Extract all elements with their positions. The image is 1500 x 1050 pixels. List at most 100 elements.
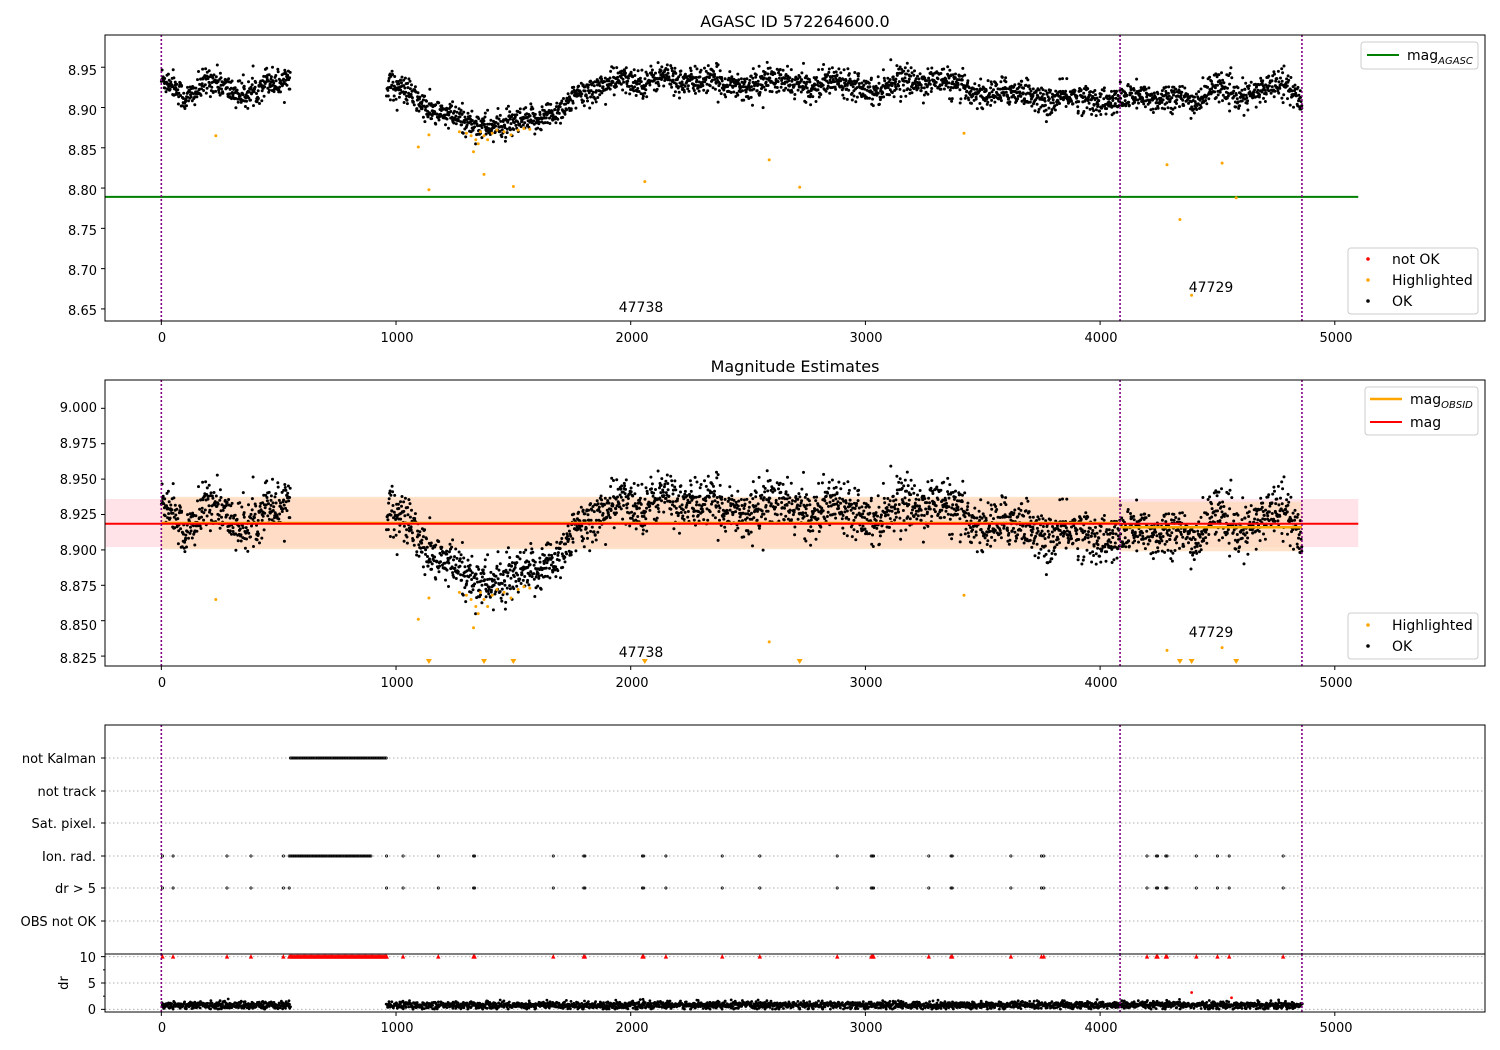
ok-point [863, 516, 867, 520]
ok-point [554, 121, 558, 125]
ok-point [556, 551, 560, 555]
ok-point [561, 565, 565, 569]
ok-point [269, 498, 273, 502]
ok-point [883, 79, 887, 83]
ok-point [834, 87, 838, 91]
ok-point [464, 135, 468, 139]
ok-point [871, 97, 874, 101]
ok-point [214, 494, 218, 498]
ok-point [834, 485, 838, 489]
ok-point [268, 507, 272, 511]
ok-point [692, 518, 696, 522]
ok-point [1163, 107, 1167, 111]
ok-point [518, 111, 522, 115]
ok-point [639, 80, 643, 84]
ok-point [163, 497, 167, 501]
ok-point [633, 512, 637, 516]
ok-point [453, 109, 456, 113]
ok-point [225, 86, 229, 90]
ok-point [892, 78, 896, 82]
ok-point [1199, 87, 1203, 91]
ok-point [1076, 105, 1080, 109]
ok-point [1172, 93, 1175, 97]
ok-point [483, 111, 487, 115]
ok-point [556, 569, 560, 573]
ok-point [612, 66, 615, 70]
ok-point [716, 63, 720, 67]
ok-point [819, 525, 823, 529]
ok-point [909, 478, 913, 482]
ok-point [1043, 97, 1047, 100]
ok-point [267, 88, 271, 92]
ok-point [827, 486, 831, 490]
ok-point [1222, 81, 1226, 85]
ok-point [215, 63, 219, 67]
panel-magnitude-estimates: Magnitude Estimates 8.825 8.850 8.875 8.… [60, 357, 1486, 691]
ok-point [670, 479, 674, 483]
ok-point [862, 83, 866, 87]
ok-point [614, 511, 618, 515]
ok-point [926, 67, 930, 71]
ok-point [775, 86, 779, 89]
ok-point [260, 89, 264, 93]
ok-point [895, 474, 899, 478]
ok-point [723, 77, 727, 81]
ok-point [689, 72, 693, 76]
ok-point [757, 64, 761, 68]
y-tick-label: 8.875 [60, 580, 97, 595]
ok-point [915, 517, 919, 521]
ok-point [760, 509, 764, 513]
ok-point [820, 67, 824, 71]
ok-point [410, 531, 414, 535]
ok-point [894, 85, 898, 89]
ok-point [773, 488, 777, 492]
ok-point [954, 72, 957, 76]
ok-point [635, 507, 639, 511]
ok-point [666, 68, 670, 72]
ok-point [253, 516, 256, 519]
ok-point [538, 560, 542, 564]
ok-point [845, 83, 849, 87]
ok-point [659, 483, 663, 487]
ok-point [679, 73, 682, 77]
ok-point [821, 509, 825, 513]
ok-point [267, 502, 270, 506]
ok-point [691, 514, 695, 518]
ok-point [1270, 85, 1274, 89]
ok-point [793, 533, 797, 537]
ok-point [246, 549, 250, 553]
ok-point [1012, 93, 1015, 97]
ok-point [227, 77, 231, 81]
ok-point [977, 84, 981, 87]
ok-point [171, 482, 175, 486]
ok-point [888, 517, 892, 521]
x-tick-label: 0 [158, 676, 166, 691]
ok-point [741, 85, 745, 89]
ok-point [258, 541, 261, 545]
ok-point [668, 78, 672, 82]
ok-point [846, 480, 850, 484]
ok-point [689, 483, 693, 487]
ok-point [399, 517, 403, 521]
ok-point [486, 108, 490, 112]
ok-point [888, 525, 891, 529]
ok-point [930, 66, 934, 70]
ok-point [175, 82, 179, 86]
ok-point [523, 121, 527, 125]
ok-point [395, 553, 399, 557]
y-tick-label: 9.000 [60, 401, 97, 416]
ok-point [1092, 109, 1096, 113]
ok-point [571, 101, 575, 105]
ok-point [656, 503, 660, 507]
ok-point [184, 533, 188, 537]
ok-point [1234, 105, 1238, 109]
ok-point [160, 68, 164, 72]
ok-point [927, 496, 931, 500]
ok-point [663, 500, 667, 504]
x-tick-label: 1000 [380, 331, 413, 346]
ok-point [498, 113, 502, 117]
ok-point [714, 81, 718, 85]
ok-point [951, 73, 955, 77]
ok-point [1264, 92, 1268, 96]
ok-point [837, 506, 841, 510]
